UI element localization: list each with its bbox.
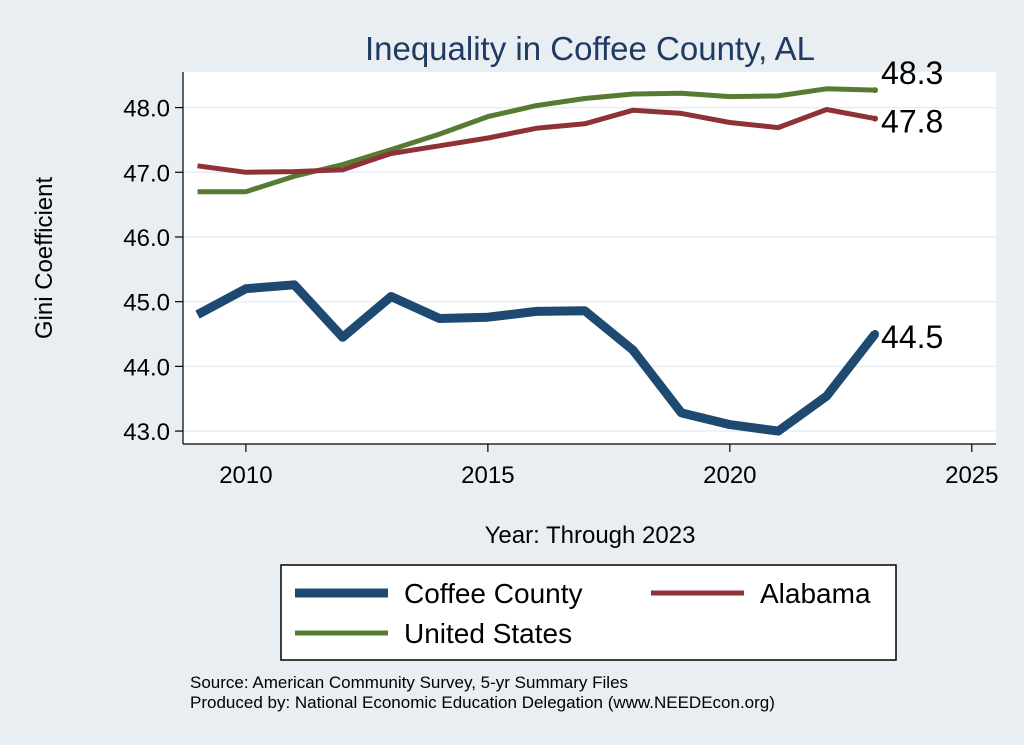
x-tick-label: 2010 [219,462,272,489]
axes: 43.0 44.0 45.0 46.0 47.0 48.0 2010 2015 2020 2025 [123,72,998,489]
x-tick-label: 2020 [703,462,756,489]
legend-label-coffee-county: Coffee County [404,578,583,609]
y-tick-label: 43.0 [123,419,170,446]
source-note: Source: American Community Survey, 5-yr … [190,673,628,692]
end-labels: 44.5 47.8 48.3 [881,55,943,355]
end-point-united-states [872,87,879,94]
legend-box [280,564,897,661]
chart-title: Inequality in Coffee County, AL [365,30,815,67]
series-line-alabama [197,107,876,175]
y-tick-label: 46.0 [123,225,170,252]
y-axis-label: Gini Coefficient [31,177,58,340]
end-label-coffee-county: 44.5 [881,319,943,355]
x-tick-label: 2025 [945,462,998,489]
grid-lines [183,106,996,432]
y-tick-label: 48.0 [123,96,170,123]
x-axis-label: Year: Through 2023 [485,522,696,549]
series-line-coffee-county [195,280,879,436]
series-lines [195,86,880,436]
plot-area [183,72,996,444]
y-tick-label: 44.0 [123,354,170,381]
legend-label-alabama: Alabama [760,578,871,609]
y-tick-label: 45.0 [123,290,170,317]
end-point-coffee-county [871,330,880,339]
end-label-alabama: 47.8 [881,104,943,140]
y-tick-label: 47.0 [123,160,170,187]
legend: Coffee County Alabama United States [280,564,897,661]
producer-note: Produced by: National Economic Education… [190,693,775,712]
end-point-alabama [872,115,879,122]
end-label-united-states: 48.3 [881,55,943,91]
legend-label-united-states: United States [404,618,572,649]
x-tick-label: 2015 [461,462,514,489]
